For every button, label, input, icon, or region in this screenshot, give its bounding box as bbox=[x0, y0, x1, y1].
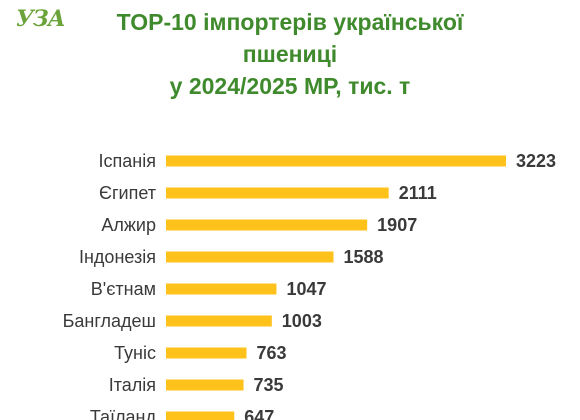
title-line-1: TOP-10 імпортерів української bbox=[116, 9, 464, 35]
value-label: 1047 bbox=[286, 279, 326, 299]
category-label: Іспанія bbox=[99, 151, 156, 171]
bar bbox=[166, 155, 506, 167]
category-label: Алжир bbox=[101, 215, 156, 235]
value-label: 1907 bbox=[377, 215, 417, 235]
title-line-2: пшениці bbox=[242, 41, 338, 67]
value-label: 735 bbox=[254, 375, 284, 395]
bar bbox=[166, 283, 277, 295]
logo: УЗА bbox=[16, 6, 66, 32]
chart-title: TOP-10 імпортерів української пшениці у … bbox=[40, 6, 540, 102]
value-label: 1003 bbox=[282, 311, 322, 331]
category-label: Туніс bbox=[114, 343, 156, 363]
value-label: 1588 bbox=[344, 247, 384, 267]
category-label: В'єтнам bbox=[91, 279, 156, 299]
value-label: 3223 bbox=[516, 151, 556, 171]
category-label: Таїланд bbox=[90, 407, 157, 420]
bar bbox=[166, 347, 247, 359]
category-label: Індонезія bbox=[79, 247, 156, 267]
value-label: 647 bbox=[244, 407, 274, 420]
bar bbox=[166, 219, 368, 231]
value-label: 763 bbox=[256, 343, 286, 363]
bar bbox=[166, 251, 334, 263]
bar bbox=[166, 187, 389, 199]
category-label: Єгипет bbox=[99, 183, 156, 203]
value-label: 2111 bbox=[399, 183, 437, 203]
title-line-3: у 2024/2025 МР, тис. т bbox=[169, 73, 411, 99]
category-label: Італія bbox=[109, 375, 156, 395]
bar bbox=[166, 411, 235, 420]
category-label: Бангладеш bbox=[63, 311, 156, 331]
bar bbox=[166, 379, 244, 391]
bar bbox=[166, 315, 272, 327]
